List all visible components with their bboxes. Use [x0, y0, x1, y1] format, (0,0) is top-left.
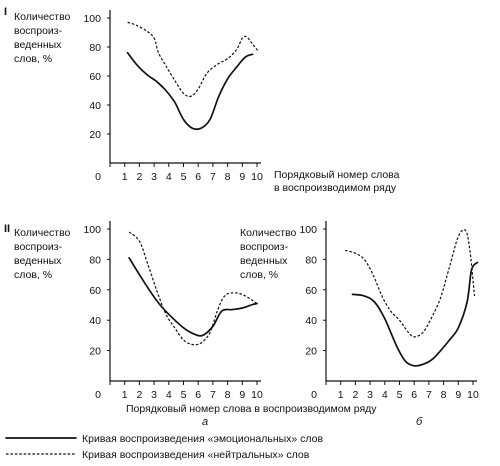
y-tick-label: 80	[89, 42, 101, 54]
emotional-words-curve	[351, 261, 479, 367]
y-axis-label-line-4: слов, %	[14, 269, 52, 281]
x-tick-label: 0	[95, 389, 101, 401]
x-tick-label: 1	[338, 389, 344, 401]
panel-label-2: II	[4, 223, 10, 235]
x-tick-label: 9	[455, 389, 461, 401]
x-tick-label: 5	[181, 389, 187, 401]
y-tick-label: 40	[89, 315, 101, 327]
y-axis-label-line-2: воспроиз-	[240, 241, 289, 253]
x-tick-label: 8	[225, 389, 231, 401]
chart-panel-1: I Количество воспроиз- веденных слов, % …	[4, 6, 400, 194]
y-tick-label: 20	[89, 346, 101, 358]
x-axis-label-line-2: в воспроизводимом ряду	[274, 182, 397, 194]
x-axis-label-shared: Порядковый номер слова в воспроизводимом…	[126, 403, 377, 415]
y-axis-label-line-2: воспроиз-	[14, 241, 63, 253]
x-tick-label: 1	[122, 389, 128, 401]
x-tick-label: 10	[251, 171, 263, 183]
x-tick-label: 7	[426, 389, 432, 401]
y-tick-label: 80	[89, 254, 101, 266]
y-tick-label: 80	[305, 254, 317, 266]
chart-panel-2a: II Количество воспроиз- веденных слов, %…	[4, 221, 263, 428]
x-tick-label: 10	[467, 389, 479, 401]
y-axis-label-line-1: Количество	[14, 227, 71, 239]
y-tick-label: 60	[305, 285, 317, 297]
x-tick-label: 9	[239, 389, 245, 401]
x-tick-label: 0	[95, 171, 101, 183]
x-tick-label: 8	[441, 389, 447, 401]
legend-label-neutral: Кривая воспроизведения «нейтральных» сло…	[82, 449, 310, 461]
subplot-label-a: а	[202, 416, 208, 428]
x-axis-label-line-1: Порядковый номер слова	[274, 169, 400, 181]
y-axis-label-line-1: Количество	[14, 11, 71, 23]
y-tick-label: 20	[305, 346, 317, 358]
y-axis-label-line-3: веденных	[14, 39, 62, 51]
x-tick-label: 2	[352, 389, 358, 401]
y-axis-label-line-3: веденных	[240, 255, 288, 267]
x-tick-label: 8	[225, 171, 231, 183]
x-tick-label: 4	[382, 389, 388, 401]
x-tick-label: 10	[251, 389, 263, 401]
x-tick-label: 2	[136, 171, 142, 183]
y-axis-label-line-2: воспроиз-	[14, 25, 63, 37]
x-tick-label: 5	[397, 389, 403, 401]
x-tick-label: 1	[122, 171, 128, 183]
x-tick-label: 3	[367, 389, 373, 401]
legend-label-emotional: Кривая воспроизведения «эмоциональных» с…	[82, 433, 324, 445]
x-tick-label: 7	[210, 389, 216, 401]
y-tick-label: 20	[89, 129, 101, 141]
x-tick-label: 3	[151, 389, 157, 401]
chart-panel-2b: Количество воспроиз- веденных слов, % б …	[240, 221, 479, 428]
x-tick-label: 6	[195, 389, 201, 401]
x-tick-label: 4	[166, 171, 172, 183]
neutral-words-curve	[127, 21, 259, 98]
x-tick-label: 9	[239, 171, 245, 183]
neutral-words-curve	[344, 228, 476, 338]
y-axis-label-line-1: Количество	[240, 227, 297, 239]
x-tick-label: 0	[311, 389, 317, 401]
y-axis-label-line-3: веденных	[14, 255, 62, 267]
emotional-words-curve	[128, 257, 258, 337]
panel-label-1: I	[4, 6, 7, 18]
x-tick-label: 6	[195, 171, 201, 183]
y-tick-label: 100	[83, 13, 101, 25]
y-tick-label: 40	[89, 100, 101, 112]
x-tick-label: 2	[136, 389, 142, 401]
legend: Кривая воспроизведения «эмоциональных» с…	[5, 433, 324, 461]
y-tick-label: 100	[83, 224, 101, 236]
y-tick-label: 60	[89, 285, 101, 297]
y-tick-label: 40	[305, 315, 317, 327]
neutral-words-curve	[128, 231, 258, 346]
x-tick-label: 7	[210, 171, 216, 183]
x-tick-label: 5	[181, 171, 187, 183]
y-tick-label: 100	[299, 224, 317, 236]
x-tick-label: 4	[166, 389, 172, 401]
x-tick-label: 3	[151, 171, 157, 183]
y-axis-label-line-4: слов, %	[240, 269, 278, 281]
subplot-label-b: б	[416, 416, 423, 428]
x-tick-label: 6	[411, 389, 417, 401]
y-tick-label: 60	[89, 71, 101, 83]
y-axis-label-line-4: слов, %	[14, 53, 52, 65]
emotional-words-curve	[126, 51, 254, 131]
